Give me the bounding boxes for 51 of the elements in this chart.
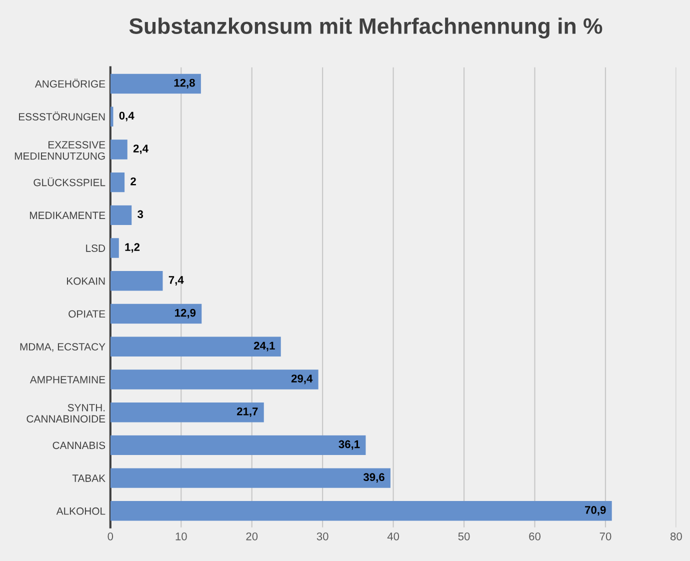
data-label: 0,4	[119, 112, 134, 122]
bar	[110, 205, 132, 226]
y-tick-label: LSD	[86, 244, 106, 252]
chart-title: Substanzkonsum mit Mehrfachnennung in %	[129, 18, 602, 38]
data-label: 12,8	[174, 78, 195, 88]
x-tick-label: 0	[108, 532, 114, 540]
data-label: 29,4	[291, 374, 313, 384]
y-tick-label: SYNTH. CANNABINOIDE	[26, 404, 106, 423]
data-label: 70,9	[585, 506, 606, 516]
bar	[110, 238, 119, 258]
data-label: 21,7	[236, 407, 258, 417]
bar	[110, 370, 318, 390]
data-label: 3	[138, 210, 144, 218]
x-tick-label: 70	[600, 532, 612, 540]
y-tick-label: AMPHETAMINE	[30, 376, 106, 384]
y-tick-label: ALKOHOL	[56, 507, 106, 515]
bar	[110, 304, 202, 324]
x-tick-label: 20	[246, 532, 258, 540]
bar	[110, 468, 390, 488]
bar	[110, 501, 612, 521]
bar	[110, 435, 366, 456]
data-label: 12,9	[175, 308, 196, 318]
data-label: 36,1	[338, 440, 360, 450]
y-tick-label: ESSSTÖRUNGEN	[18, 112, 105, 120]
y-tick-label: MEDIKAMENTE	[30, 212, 106, 219]
x-tick-label: 50	[458, 532, 470, 540]
bar	[110, 140, 128, 160]
data-label: 39,6	[363, 473, 384, 483]
y-tick-label: OPIATE	[68, 310, 106, 318]
y-tick-label: MDMA, ECSTACY	[20, 343, 106, 352]
bar	[110, 336, 281, 356]
bar	[110, 402, 264, 422]
bar	[110, 172, 125, 192]
y-tick-label: CANNABIS	[52, 442, 106, 450]
x-tick-label: 30	[316, 532, 328, 540]
x-tick-label: 40	[387, 532, 400, 540]
x-tick-label: 60	[529, 532, 540, 540]
y-tick-label: GLÜCKSSPIEL	[34, 177, 106, 186]
y-tick-label: EXZESSIVE MEDIENNUTZUNG	[14, 141, 106, 160]
data-label: 7,4	[168, 276, 184, 286]
x-tick-label: 10	[176, 532, 187, 540]
data-label: 24,1	[254, 342, 275, 352]
bar	[110, 74, 201, 94]
data-label: 1,2	[125, 243, 140, 253]
y-tick-label: TABAK	[72, 474, 106, 482]
bar	[110, 271, 163, 291]
y-tick-label: ANGEHÖRIGE	[34, 78, 106, 88]
y-tick-label: KOKAIN	[67, 277, 105, 285]
data-label: 2	[130, 177, 136, 186]
data-label: 2,4	[133, 144, 148, 154]
x-tick-label: 80	[670, 532, 682, 540]
